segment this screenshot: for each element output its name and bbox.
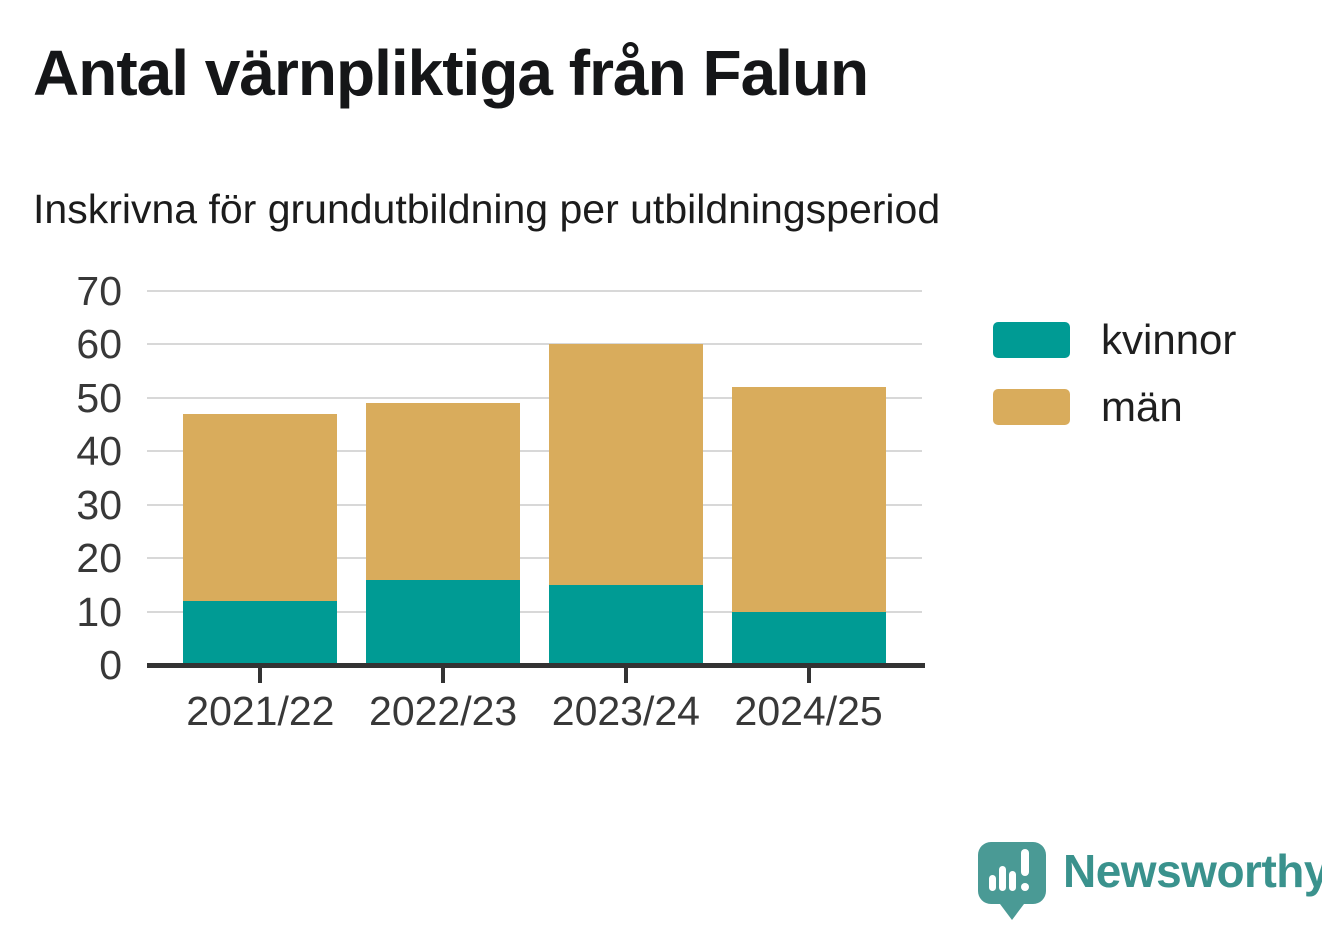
- y-tick-label-40: 40: [76, 428, 122, 475]
- y-tick-label-60: 60: [76, 321, 122, 368]
- gridline-y-30: [147, 503, 922, 506]
- bar-segment-män-2024/25: [731, 387, 886, 612]
- bar-segment-kvinnor-2024/25: [731, 611, 886, 665]
- bar-segment-män-2023/24: [548, 344, 703, 585]
- y-axis-labels: 0 10 20 30 40 50 60 70: [30, 270, 122, 686]
- y-tick-label-10: 10: [76, 588, 122, 635]
- x-axis-ticks: [147, 668, 922, 684]
- x-tick-label-2023/24: 2023/24: [551, 688, 700, 734]
- legend-swatch-kvinnor: [993, 322, 1070, 358]
- brand-footer: Newsworthy: [978, 842, 1322, 921]
- x-tick-2023/24: [623, 668, 628, 683]
- x-tick-label-2022/23: 2022/23: [369, 688, 518, 734]
- x-tick-label-2021/22: 2021/22: [186, 688, 335, 734]
- legend-item-män: män: [993, 383, 1236, 430]
- brand-wordmark: Newsworthy: [1063, 845, 1322, 897]
- gridline-y-50: [147, 396, 922, 399]
- gridline-y-20: [147, 557, 922, 560]
- bar-segment-kvinnor-2021/22: [183, 600, 338, 665]
- plot-area: [147, 290, 922, 665]
- x-tick-label-2024/25: 2024/25: [734, 688, 883, 734]
- legend-label-män: män: [1101, 383, 1183, 430]
- y-tick-label-20: 20: [76, 535, 122, 582]
- newsworthy-logo-icon: [978, 842, 1046, 920]
- legend-swatch-män: [993, 389, 1070, 425]
- chart-title: Antal värnpliktiga från Falun: [33, 37, 869, 109]
- legend-item-kvinnor: kvinnor: [993, 316, 1236, 363]
- bar-segment-kvinnor-2023/24: [548, 584, 703, 665]
- gridline-y-60: [147, 343, 922, 346]
- bar-segment-kvinnor-2022/23: [366, 579, 521, 665]
- gridline-y-40: [147, 450, 922, 453]
- bar-segment-män-2022/23: [366, 403, 521, 580]
- y-tick-label-30: 30: [76, 481, 122, 528]
- x-axis-labels: 2021/22 2022/23 2023/24 2024/25: [147, 688, 922, 736]
- y-tick-label-70: 70: [76, 268, 122, 314]
- gridline-y-70: [147, 290, 922, 292]
- x-axis-line: [147, 663, 925, 668]
- chart-subtitle: Inskrivna för grundutbildning per utbild…: [33, 186, 941, 232]
- x-tick-2021/22: [258, 668, 263, 683]
- x-tick-2024/25: [806, 668, 811, 683]
- x-tick-2022/23: [441, 668, 446, 683]
- y-tick-label-50: 50: [76, 374, 122, 421]
- bar-segment-män-2021/22: [183, 413, 338, 601]
- y-tick-label-0: 0: [99, 642, 122, 688]
- gridline-y-10: [147, 610, 922, 613]
- legend-label-kvinnor: kvinnor: [1101, 316, 1237, 363]
- legend: kvinnor män: [993, 316, 1236, 456]
